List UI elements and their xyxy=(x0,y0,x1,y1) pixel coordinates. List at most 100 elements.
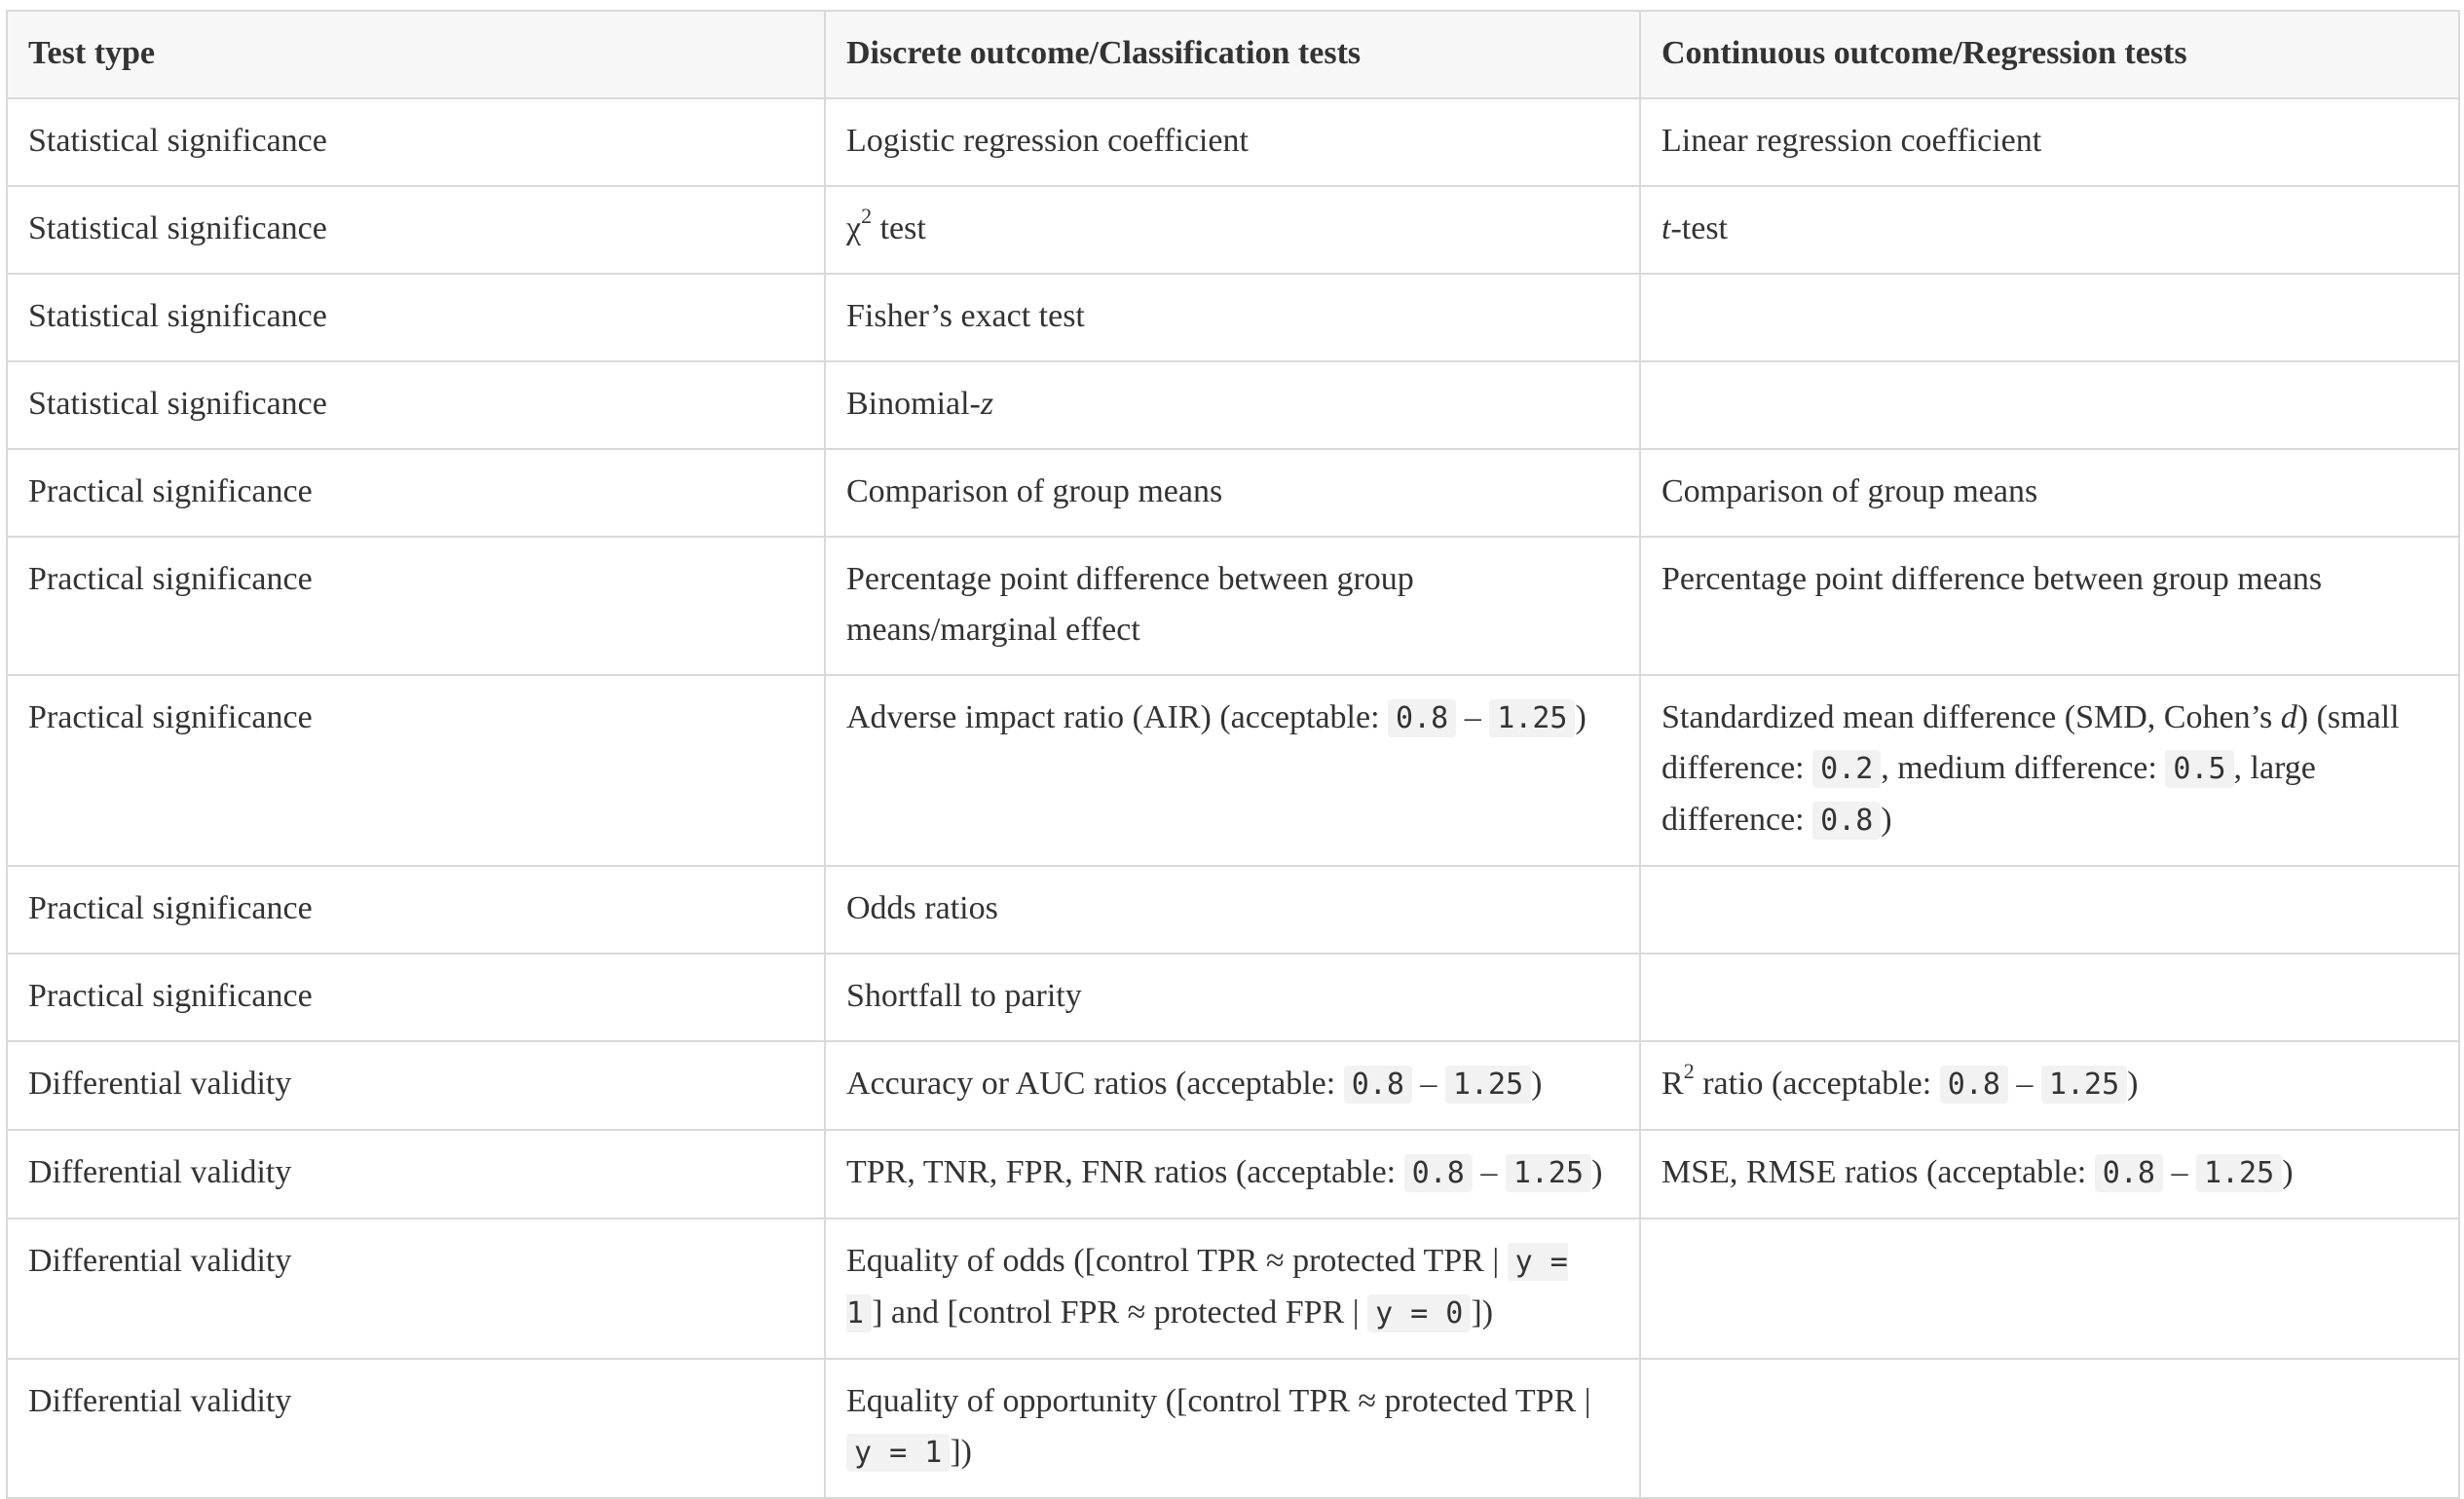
cell-text: ) xyxy=(1531,1066,1543,1102)
code-value: 1.25 xyxy=(1444,1066,1532,1104)
cell-continuous xyxy=(1639,273,2460,362)
cell-continuous: R2 ratio (acceptable: 0.8 – 1.25) xyxy=(1639,1040,2460,1131)
table-row: Differential validity Accuracy or AUC ra… xyxy=(6,1040,2460,1131)
table-row: Practical significance Percentage point … xyxy=(6,536,2460,676)
cell-text: – xyxy=(1472,1154,1506,1190)
table-row: Statistical significance Fisher’s exact … xyxy=(6,273,2460,362)
cell-text: , medium difference: xyxy=(1881,750,2166,786)
cell-discrete: Fisher’s exact test xyxy=(824,273,1641,362)
cell-continuous: Comparison of group means xyxy=(1639,448,2460,538)
code-value: 0.8 xyxy=(1388,699,1457,737)
cell-test-type: Statistical significance xyxy=(6,273,826,362)
cell-continuous xyxy=(1639,953,2460,1042)
cell-test-type: Differential validity xyxy=(6,1218,826,1360)
italic-z: z xyxy=(980,386,994,422)
table-row: Differential validity Equality of opport… xyxy=(6,1358,2460,1499)
cell-text: ) xyxy=(1591,1154,1603,1190)
cell-continuous: t-test xyxy=(1639,185,2460,275)
header-discrete: Discrete outcome/Classification tests xyxy=(824,10,1641,99)
cell-discrete: χ2 test xyxy=(824,185,1641,275)
italic-t: t xyxy=(1661,210,1671,246)
cell-text: ) xyxy=(1575,699,1587,735)
cell-continuous xyxy=(1639,1358,2460,1499)
code-value: 0.8 xyxy=(1812,802,1882,840)
header-test-type: Test type xyxy=(6,10,826,99)
cell-discrete: Binomial-z xyxy=(824,360,1641,450)
cell-text: Accuracy or AUC ratios (acceptable: xyxy=(846,1066,1344,1102)
code-value: 1.25 xyxy=(2195,1154,2283,1192)
cell-text: ]) xyxy=(1471,1294,1494,1330)
code-value: 0.8 xyxy=(1403,1154,1473,1192)
cell-continuous xyxy=(1639,1218,2460,1360)
table-row: Differential validity Equality of odds (… xyxy=(6,1218,2460,1360)
cell-discrete: Logistic regression coefficient xyxy=(824,97,1641,187)
table-body: Statistical significance Logistic regres… xyxy=(6,97,2460,1499)
table-row: Practical significance Shortfall to pari… xyxy=(6,953,2460,1042)
cell-text: – xyxy=(2007,1066,2041,1102)
table-row: Differential validity TPR, TNR, FPR, FNR… xyxy=(6,1129,2460,1219)
cell-continuous: Standardized mean difference (SMD, Cohen… xyxy=(1639,674,2460,867)
cell-discrete: Equality of opportunity ([control TPR ≈ … xyxy=(824,1358,1641,1499)
code-value: 0.8 xyxy=(2094,1154,2163,1192)
cell-discrete: TPR, TNR, FPR, FNR ratios (acceptable: 0… xyxy=(824,1129,1641,1219)
cell-continuous: MSE, RMSE ratios (acceptable: 0.8 – 1.25… xyxy=(1639,1129,2460,1219)
cell-test-type: Practical significance xyxy=(6,674,826,867)
cell-text: ) xyxy=(2127,1066,2139,1102)
cell-text: Standardized mean difference (SMD, Cohen… xyxy=(1661,699,2281,735)
table-header: Test type Discrete outcome/Classificatio… xyxy=(6,10,2460,99)
code-value: y = 0 xyxy=(1367,1294,1472,1332)
cell-text: TPR, TNR, FPR, FNR ratios (acceptable: xyxy=(846,1154,1404,1190)
cell-text: ) xyxy=(2282,1154,2294,1190)
cell-test-type: Practical significance xyxy=(6,953,826,1042)
cell-test-type: Statistical significance xyxy=(6,97,826,187)
cell-test-type: Practical significance xyxy=(6,536,826,676)
italic-d: d xyxy=(2280,699,2297,735)
cell-test-type: Statistical significance xyxy=(6,360,826,450)
cell-test-type: Practical significance xyxy=(6,448,826,538)
table-row: Statistical significance Binomial-z xyxy=(6,360,2460,450)
table-row: Practical significance Adverse impact ra… xyxy=(6,674,2460,867)
cell-discrete: Shortfall to parity xyxy=(824,953,1641,1042)
cell-continuous: Percentage point difference between grou… xyxy=(1639,536,2460,676)
cell-text: Equality of opportunity ([control TPR ≈ … xyxy=(846,1383,1591,1419)
cell-test-type: Differential validity xyxy=(6,1129,826,1219)
code-value: 1.25 xyxy=(1505,1154,1592,1192)
r-symbol: R xyxy=(1661,1066,1684,1102)
cell-continuous: Linear regression coefficient xyxy=(1639,97,2460,187)
cell-text: ratio (acceptable: xyxy=(1694,1066,1940,1102)
cell-test-type: Statistical significance xyxy=(6,185,826,275)
cell-text: , large difference: xyxy=(1661,750,2316,838)
cell-text: – xyxy=(2162,1154,2196,1190)
table-row: Practical significance Odds ratios xyxy=(6,865,2460,955)
code-value: 0.5 xyxy=(2165,750,2234,788)
cell-text: – xyxy=(1456,699,1490,735)
fairness-tests-table-container: Test type Discrete outcome/Classificatio… xyxy=(6,10,2460,1499)
cell-discrete: Odds ratios xyxy=(824,865,1641,955)
cell-discrete: Percentage point difference between grou… xyxy=(824,536,1641,676)
superscript: 2 xyxy=(1683,1058,1695,1083)
cell-text: Equality of odds ([control TPR ≈ protect… xyxy=(846,1243,1508,1279)
header-continuous: Continuous outcome/Regression tests xyxy=(1639,10,2460,99)
cell-discrete: Accuracy or AUC ratios (acceptable: 0.8 … xyxy=(824,1040,1641,1131)
cell-test-type: Practical significance xyxy=(6,865,826,955)
cell-text: ] and [control FPR ≈ protected FPR | xyxy=(872,1294,1368,1330)
code-value: 0.2 xyxy=(1812,750,1882,788)
cell-discrete: Comparison of group means xyxy=(824,448,1641,538)
table-row: Practical significance Comparison of gro… xyxy=(6,448,2460,538)
table-row: Statistical significance Logistic regres… xyxy=(6,97,2460,187)
header-row: Test type Discrete outcome/Classificatio… xyxy=(6,10,2460,99)
chi-symbol: χ xyxy=(846,210,862,246)
cell-text: -test xyxy=(1670,210,1728,246)
code-value: 0.8 xyxy=(1343,1066,1412,1104)
cell-test-type: Differential validity xyxy=(6,1358,826,1499)
superscript: 2 xyxy=(861,203,873,228)
cell-discrete: Adverse impact ratio (AIR) (acceptable: … xyxy=(824,674,1641,867)
cell-text: – xyxy=(1411,1066,1445,1102)
code-value: 1.25 xyxy=(1489,699,1576,737)
cell-discrete: Equality of odds ([control TPR ≈ protect… xyxy=(824,1218,1641,1360)
cell-test-type: Differential validity xyxy=(6,1040,826,1131)
cell-continuous xyxy=(1639,865,2460,955)
cell-text: Adverse impact ratio (AIR) (acceptable: xyxy=(846,699,1389,735)
code-value: 0.8 xyxy=(1939,1066,2008,1104)
cell-text: ]) xyxy=(950,1434,972,1470)
